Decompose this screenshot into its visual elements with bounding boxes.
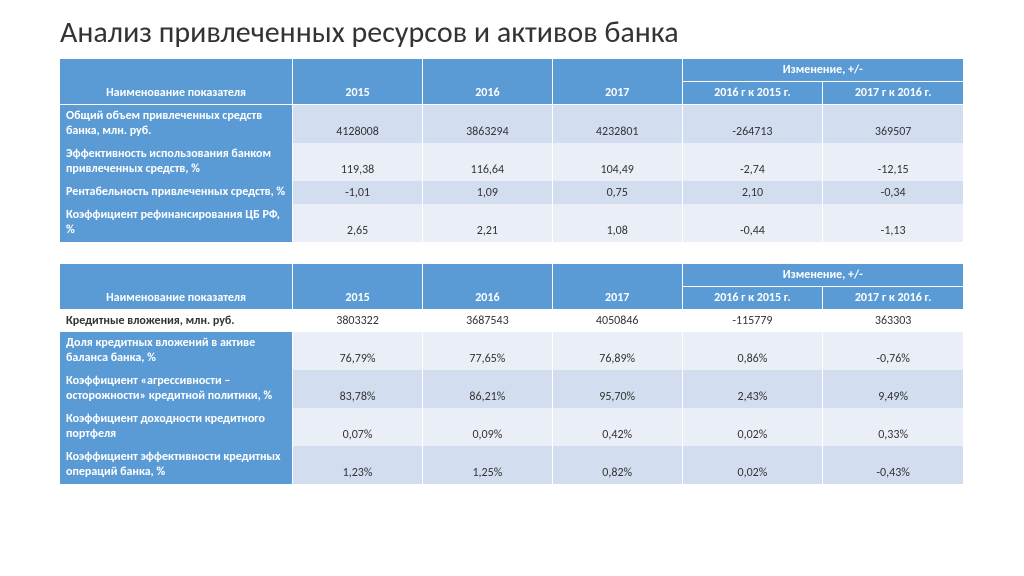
cell: -0,76% xyxy=(823,332,964,370)
row-label: Коэффициент эффективности кредитных опер… xyxy=(60,446,293,484)
cell: 369507 xyxy=(823,105,964,144)
cell: 83,78% xyxy=(293,370,423,408)
cell: 2,10 xyxy=(682,181,823,204)
row-label: Кредитные вложения, млн. руб. xyxy=(60,310,293,333)
table-row: Рентабельность привлеченных средств, %-1… xyxy=(60,181,964,204)
col-header-chg2: 2017 г к 2016 г. xyxy=(823,287,964,310)
col-header-name: Наименование показателя xyxy=(60,264,293,310)
cell: 95,70% xyxy=(552,370,682,408)
col-header-2017: 2017 xyxy=(552,59,682,105)
table-row: Коэффициент рефинансирования ЦБ РФ, %2,6… xyxy=(60,204,964,242)
cell: 104,49 xyxy=(552,143,682,181)
cell: 0,42% xyxy=(552,408,682,446)
cell: 9,49% xyxy=(823,370,964,408)
cell: 1,09 xyxy=(422,181,552,204)
cell: 363303 xyxy=(823,310,964,333)
cell: -0,43% xyxy=(823,446,964,484)
cell: 2,21 xyxy=(422,204,552,242)
cell: 1,25% xyxy=(422,446,552,484)
cell: 4050846 xyxy=(552,310,682,333)
cell: 76,79% xyxy=(293,332,423,370)
cell: 0,33% xyxy=(823,408,964,446)
table-row: Общий объем привлеченных средств банка, … xyxy=(60,105,964,144)
cell: 3803322 xyxy=(293,310,423,333)
row-label: Коэффициент «агрессивности – осторожност… xyxy=(60,370,293,408)
cell: -264713 xyxy=(682,105,823,144)
cell: 0,82% xyxy=(552,446,682,484)
row-label: Коэффициент рефинансирования ЦБ РФ, % xyxy=(60,204,293,242)
cell: 116,64 xyxy=(422,143,552,181)
cell: 3687543 xyxy=(422,310,552,333)
table-row: Кредитные вложения, млн. руб.38033223687… xyxy=(60,310,964,333)
cell: 0,86% xyxy=(682,332,823,370)
table-row: Доля кредитных вложений в активе баланса… xyxy=(60,332,964,370)
cell: 3863294 xyxy=(422,105,552,144)
row-label: Эффективность использования банком привл… xyxy=(60,143,293,181)
col-header-change-group: Изменение, +/- xyxy=(682,264,963,287)
cell: 2,43% xyxy=(682,370,823,408)
col-header-change-group: Изменение, +/- xyxy=(682,59,963,82)
page-title: Анализ привлеченных ресурсов и активов б… xyxy=(60,14,964,51)
cell: -0,34 xyxy=(823,181,964,204)
table2-body: Кредитные вложения, млн. руб.38033223687… xyxy=(60,310,964,485)
cell: -1,13 xyxy=(823,204,964,242)
cell: 76,89% xyxy=(552,332,682,370)
cell: 4232801 xyxy=(552,105,682,144)
cell: 0,75 xyxy=(552,181,682,204)
col-header-chg1: 2016 г к 2015 г. xyxy=(682,82,823,105)
cell: -115779 xyxy=(682,310,823,333)
cell: 77,65% xyxy=(422,332,552,370)
table-row: Коэффициент эффективности кредитных опер… xyxy=(60,446,964,484)
table-row: Коэффициент доходности кредитного портфе… xyxy=(60,408,964,446)
row-label: Коэффициент доходности кредитного портфе… xyxy=(60,408,293,446)
cell: 1,23% xyxy=(293,446,423,484)
col-header-2015: 2015 xyxy=(293,264,423,310)
table-assets: Наименование показателя 2015 2016 2017 И… xyxy=(60,264,964,484)
cell: 0,02% xyxy=(682,446,823,484)
cell: 119,38 xyxy=(293,143,423,181)
cell: 0,09% xyxy=(422,408,552,446)
col-header-chg2: 2017 г к 2016 г. xyxy=(823,82,964,105)
table-row: Коэффициент «агрессивности – осторожност… xyxy=(60,370,964,408)
table-row: Эффективность использования банком привл… xyxy=(60,143,964,181)
col-header-2016: 2016 xyxy=(422,59,552,105)
cell: 4128008 xyxy=(293,105,423,144)
cell: 0,07% xyxy=(293,408,423,446)
cell: -0,44 xyxy=(682,204,823,242)
cell: -2,74 xyxy=(682,143,823,181)
row-label: Общий объем привлеченных средств банка, … xyxy=(60,105,293,144)
cell: -12,15 xyxy=(823,143,964,181)
col-header-2016: 2016 xyxy=(422,264,552,310)
col-header-2015: 2015 xyxy=(293,59,423,105)
cell: 86,21% xyxy=(422,370,552,408)
table-resources: Наименование показателя 2015 2016 2017 И… xyxy=(60,59,964,242)
col-header-2017: 2017 xyxy=(552,264,682,310)
cell: -1,01 xyxy=(293,181,423,204)
cell: 1,08 xyxy=(552,204,682,242)
row-label: Рентабельность привлеченных средств, % xyxy=(60,181,293,204)
col-header-name: Наименование показателя xyxy=(60,59,293,105)
cell: 0,02% xyxy=(682,408,823,446)
cell: 2,65 xyxy=(293,204,423,242)
col-header-chg1: 2016 г к 2015 г. xyxy=(682,287,823,310)
row-label: Доля кредитных вложений в активе баланса… xyxy=(60,332,293,370)
table1-body: Общий объем привлеченных средств банка, … xyxy=(60,105,964,243)
